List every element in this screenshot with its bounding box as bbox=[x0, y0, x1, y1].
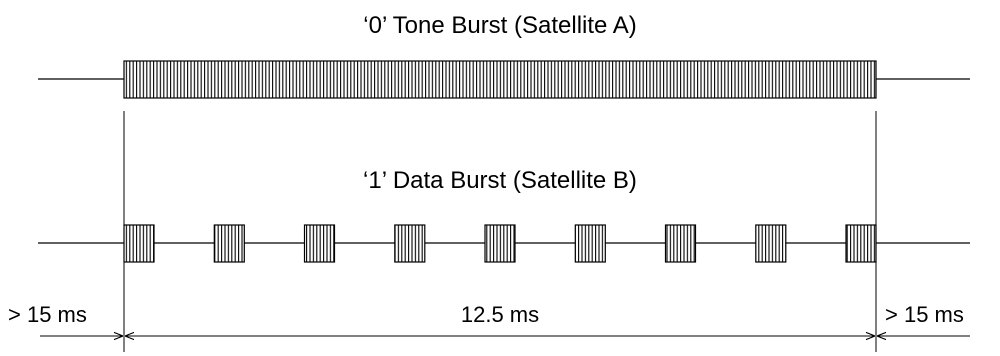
data-burst-pulse bbox=[123, 224, 155, 263]
data-burst-pulse bbox=[394, 224, 426, 263]
data-burst-pulse bbox=[664, 224, 697, 263]
data-burst-pulse bbox=[755, 224, 787, 263]
pre-silence-label: > 15 ms bbox=[8, 302, 87, 327]
tone-burst-waveform bbox=[38, 60, 970, 99]
data-burst-pulse bbox=[845, 224, 877, 263]
burst-duration-label: 12.5 ms bbox=[461, 302, 539, 327]
data-burst-pulse bbox=[213, 224, 245, 263]
tone-burst-title: ‘0’ Tone Burst (Satellite A) bbox=[363, 12, 636, 39]
data-burst-waveform bbox=[38, 224, 970, 263]
data-burst-pulse bbox=[484, 224, 516, 263]
data-burst-pulse bbox=[574, 224, 606, 263]
data-burst-pulse bbox=[303, 224, 336, 263]
data-burst-title: ‘1’ Data Burst (Satellite B) bbox=[363, 167, 637, 194]
tone-burst-block bbox=[123, 60, 877, 99]
post-silence-label: > 15 ms bbox=[885, 302, 964, 327]
